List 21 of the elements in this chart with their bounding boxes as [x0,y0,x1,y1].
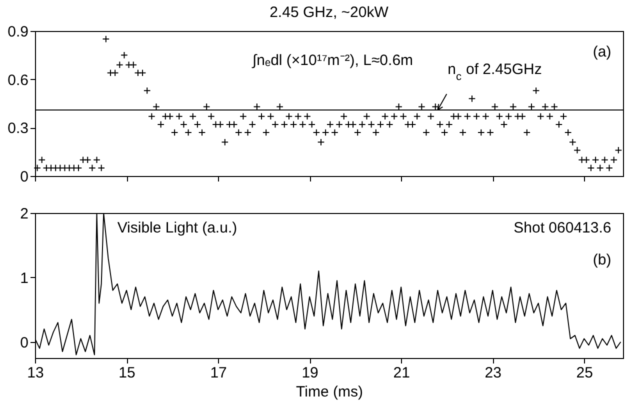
y-tick-label: 0.6 [8,72,28,89]
y-tick-label: 1 [20,270,28,287]
x-tick-label: 19 [302,364,318,382]
annotation: Shot 060413.6 [514,220,612,236]
x-tick-label: 15 [118,364,136,382]
x-tick-label: 25 [576,364,593,382]
annotation: (b) [592,251,612,268]
x-tick-label: 17 [210,364,227,382]
x-tick-label: 13 [27,364,44,382]
y-tick-label: 0 [20,168,28,186]
y-tick-label: 0 [20,334,28,352]
x-tick-label: 23 [484,364,502,382]
y-tick-label: 0.9 [8,24,28,40]
annotation: (a) [592,43,612,60]
x-axis-title: Time (ms) [296,384,363,400]
y-tick-label: 2 [20,206,28,222]
annotation: Visible Light (a.u.) [117,220,238,236]
x-tick-label: 21 [393,364,410,382]
y-tick-label: 0.3 [8,120,28,138]
annotation: ∫nₑdl (×10¹⁷m⁻²), L≈0.6m [252,52,414,69]
chart-title: 2.45 GHz, ~20kW [270,4,390,21]
